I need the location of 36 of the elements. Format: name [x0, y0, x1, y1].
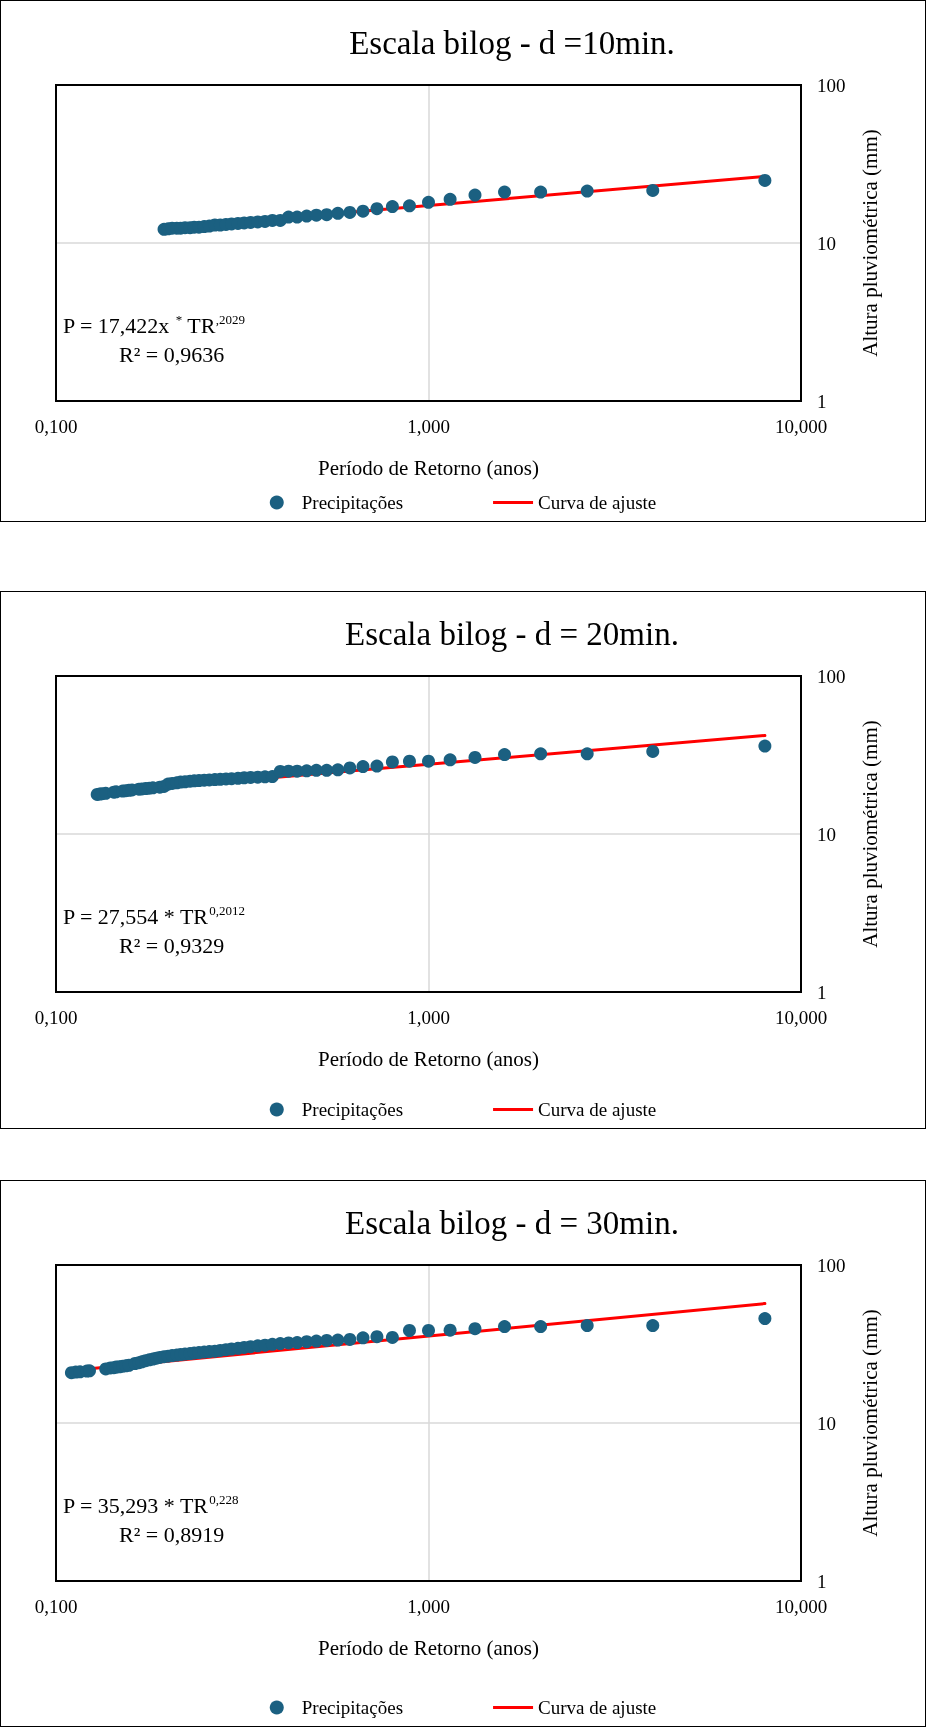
- x-tick-label: 1,000: [407, 1596, 450, 1617]
- y-axis-title: Altura pluviométrica (mm): [857, 129, 882, 357]
- annotation: R² = 0,9636: [119, 341, 225, 367]
- x-tick-label: 10,000: [774, 1596, 828, 1617]
- legend-label: Curva de ajuste: [538, 1099, 657, 1120]
- y-axis-title: Altura pluviométrica (mm): [857, 1309, 882, 1537]
- x-tick-label: 10,000: [774, 416, 828, 437]
- y-axis-title: Altura pluviométrica (mm): [857, 720, 882, 948]
- x-tick-label: 0,100: [34, 1007, 78, 1028]
- chart-title: Escala bilog - d = 20min.: [345, 615, 679, 652]
- y-tick-label: 1: [817, 390, 827, 412]
- y-tick-label: 1: [817, 1570, 827, 1592]
- x-tick-label: 10,000: [774, 1007, 828, 1028]
- y-tick-label: 1: [817, 981, 827, 1003]
- legend-label: Curva de ajuste: [538, 492, 657, 513]
- x-tick-label: 1,000: [407, 416, 450, 437]
- chart-title: Escala bilog - d = 30min.: [345, 1204, 679, 1241]
- y-tick-label: 10: [817, 823, 836, 845]
- x-axis-title: Período de Retorno (anos): [317, 1046, 540, 1071]
- x-axis-title: Período de Retorno (anos): [317, 1635, 540, 1660]
- y-tick-label: 100: [817, 1254, 846, 1276]
- y-tick-label: 10: [817, 1412, 836, 1434]
- legend-label: Precipitações: [301, 492, 404, 513]
- annotation: R² = 0,9329: [119, 932, 225, 958]
- legend-label: Precipitações: [301, 1099, 404, 1120]
- legend-label: Precipitações: [301, 1697, 404, 1718]
- x-axis-title: Período de Retorno (anos): [317, 455, 540, 480]
- legend-label: Curva de ajuste: [538, 1697, 657, 1718]
- x-tick-label: 0,100: [34, 1596, 78, 1617]
- y-tick-label: 10: [817, 232, 836, 254]
- annotation: R² = 0,8919: [119, 1521, 225, 1547]
- x-tick-label: 0,100: [34, 416, 78, 437]
- chart-title: Escala bilog - d =10min.: [349, 24, 675, 61]
- y-tick-label: 100: [817, 665, 846, 687]
- y-tick-label: 100: [817, 74, 846, 96]
- x-tick-label: 1,000: [407, 1007, 450, 1028]
